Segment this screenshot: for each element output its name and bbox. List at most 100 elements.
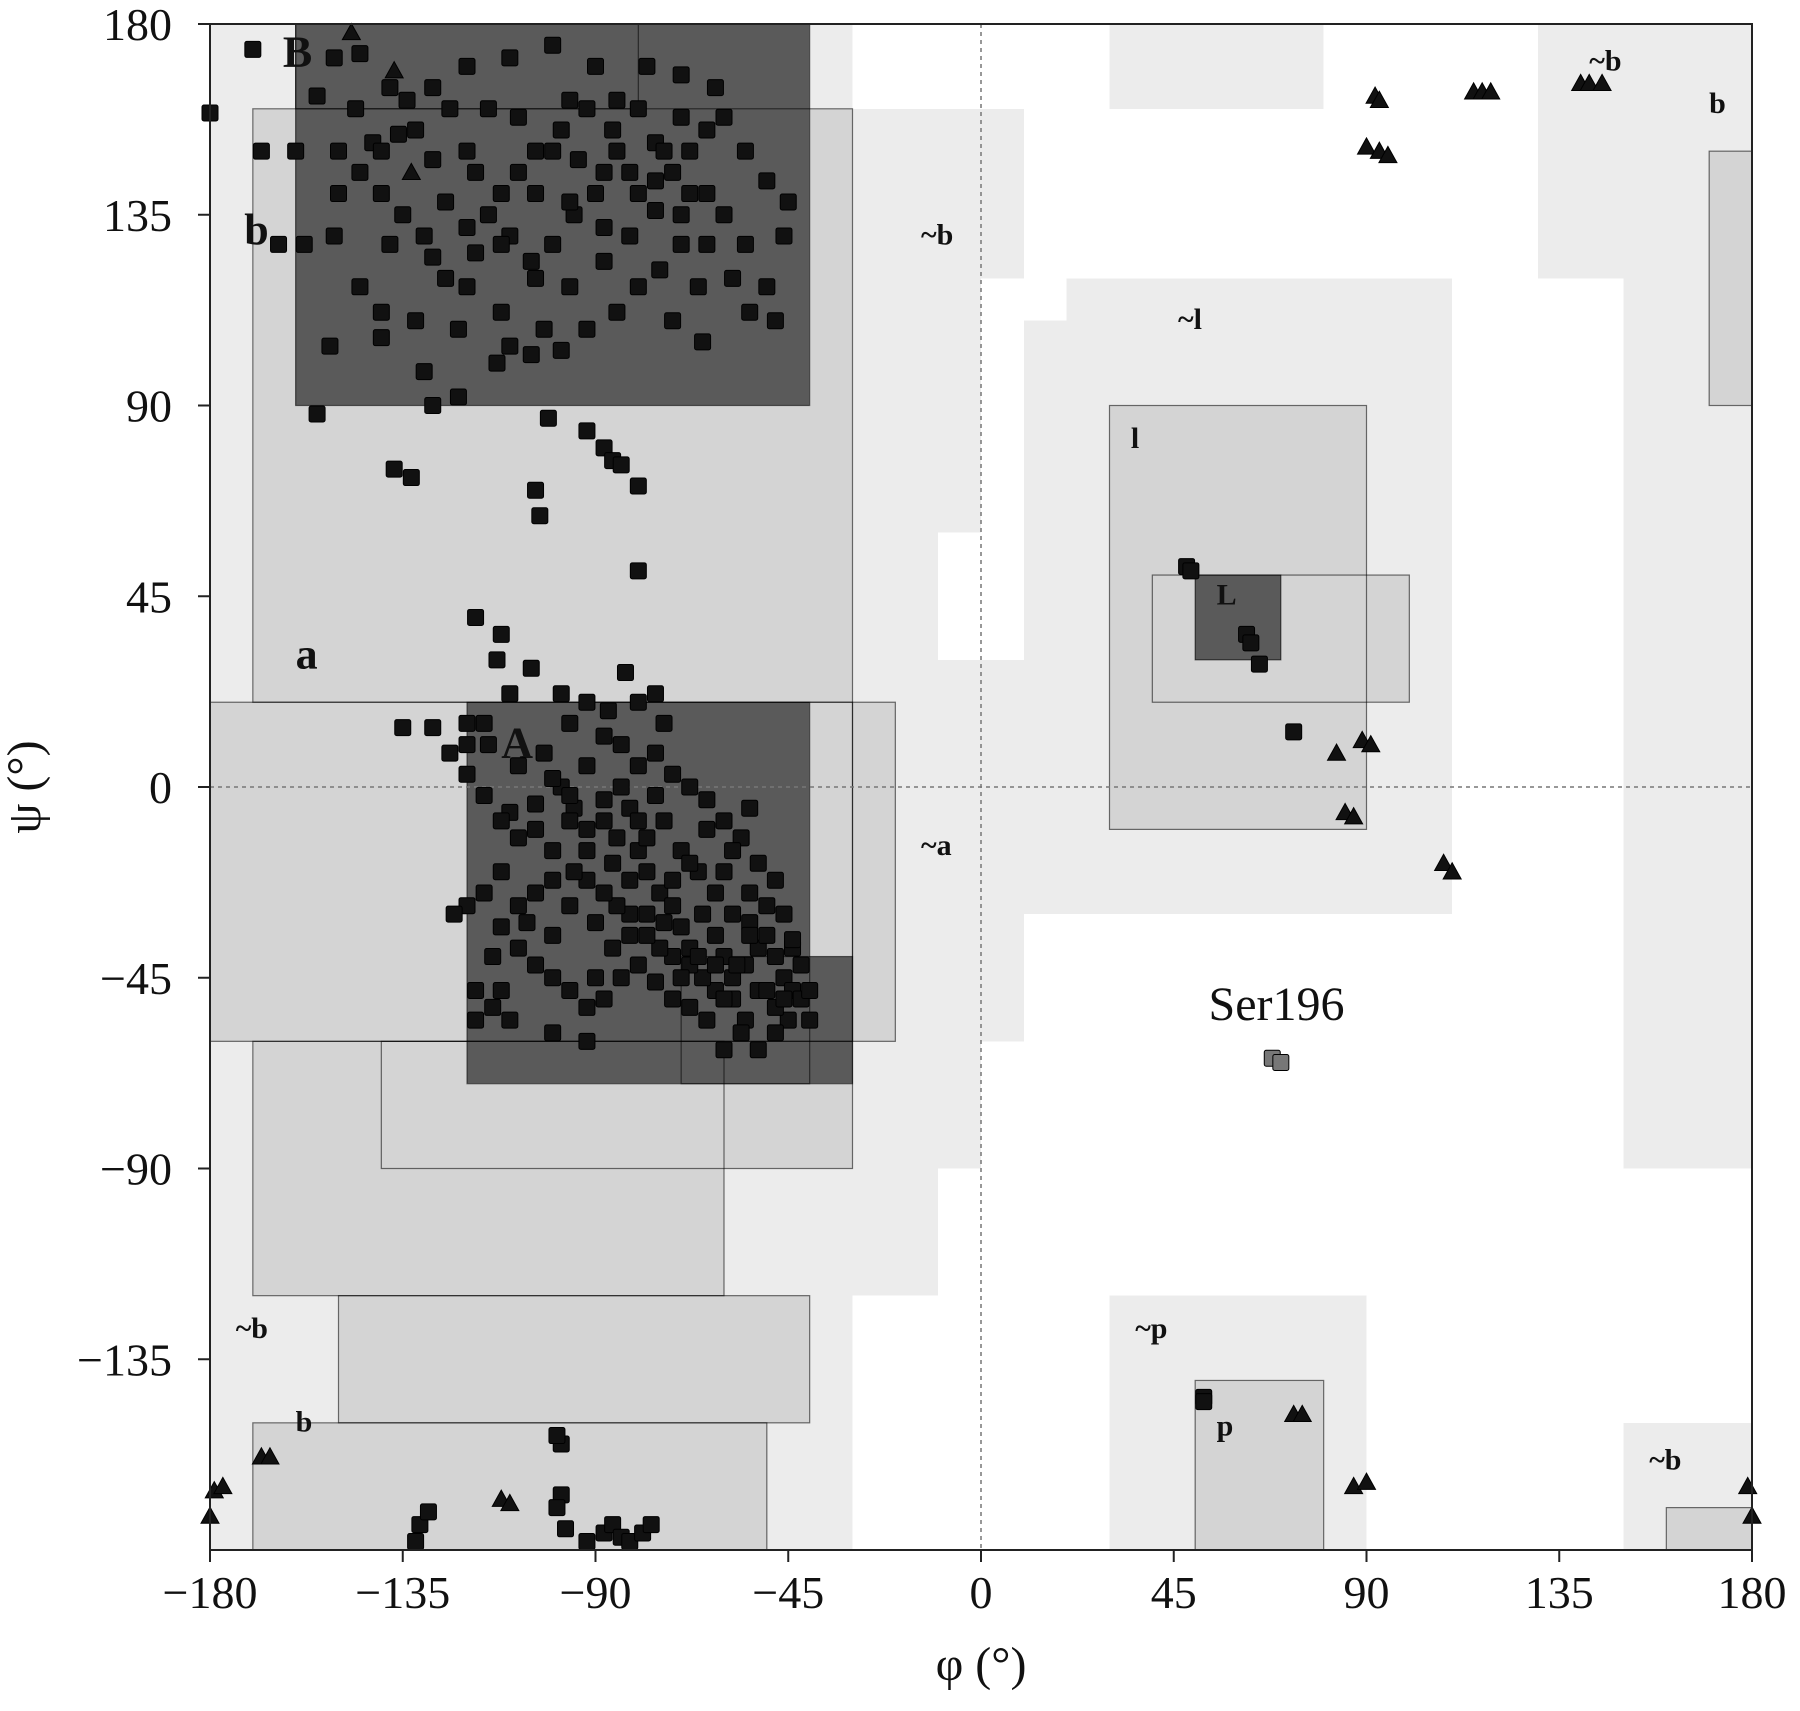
square-point — [646, 685, 664, 703]
y-tick-label: −45 — [100, 953, 172, 1004]
triangle-point — [499, 1493, 520, 1512]
square-point — [578, 320, 596, 338]
square-point — [698, 235, 716, 253]
region-outline — [1194, 574, 1282, 661]
square-point — [437, 269, 455, 287]
triangle-point — [1579, 73, 1600, 92]
square-point — [672, 108, 690, 126]
square-point — [629, 842, 647, 860]
region-cell — [252, 1422, 767, 1550]
triangle-point — [1326, 743, 1347, 761]
square-point — [698, 185, 716, 203]
square-point — [467, 163, 485, 181]
square-point — [561, 91, 579, 109]
region-outline — [851, 701, 896, 1042]
square-point — [389, 125, 407, 143]
region-label: B — [283, 27, 312, 76]
square-point — [407, 312, 425, 330]
region-label: ~p — [1135, 1312, 1167, 1345]
square-point — [539, 409, 557, 427]
square-point — [664, 871, 682, 889]
square-point — [458, 218, 476, 236]
region-cell — [1066, 278, 1453, 321]
triangle-point — [384, 60, 405, 79]
square-point — [672, 842, 690, 860]
region-cell — [1709, 151, 1752, 406]
y-tick-label: 135 — [103, 190, 172, 241]
y-axis-ticks: −135 −90 −45 0 45 90 135 180 — [77, 0, 210, 1385]
x-axis-title: φ (°) — [936, 1638, 1027, 1691]
square-point — [552, 121, 570, 139]
square-point — [569, 151, 587, 169]
square-point — [646, 786, 664, 804]
square-point — [458, 57, 476, 75]
square-point — [681, 854, 699, 872]
square-point — [509, 757, 527, 775]
square-point — [325, 49, 343, 67]
square-point — [509, 829, 527, 847]
square-point — [681, 185, 699, 203]
square-point — [351, 278, 369, 296]
region-cell — [852, 702, 896, 1042]
square-point — [244, 40, 262, 58]
triangle-point — [1442, 861, 1463, 880]
square-point — [441, 100, 459, 118]
square-point — [484, 948, 502, 966]
square-point — [715, 1041, 733, 1059]
square-point — [616, 664, 634, 682]
square-point — [492, 863, 510, 881]
square-point — [509, 897, 527, 915]
square-point — [784, 931, 802, 949]
region-cell — [852, 532, 939, 660]
square-point — [527, 820, 545, 838]
square-point — [522, 346, 540, 364]
y-tick-label: −90 — [100, 1144, 172, 1195]
x-tick-label: 90 — [1344, 1567, 1390, 1618]
square-point — [458, 736, 476, 754]
square-point — [548, 1499, 566, 1517]
region-allowed — [1195, 151, 1752, 1550]
square-point — [458, 278, 476, 296]
y-tick-label: 45 — [126, 571, 172, 622]
square-point — [424, 719, 442, 737]
square-point — [351, 45, 369, 63]
square-point — [381, 235, 399, 253]
square-point — [385, 460, 403, 478]
triangle-point — [401, 162, 422, 181]
square-point — [766, 1024, 784, 1042]
triangle-point — [1369, 90, 1390, 108]
square-point — [736, 235, 754, 253]
square-point — [672, 66, 690, 84]
square-point — [612, 456, 630, 474]
square-point — [587, 185, 604, 203]
square-point — [535, 320, 553, 338]
square-point — [681, 998, 699, 1016]
square-point — [655, 142, 673, 160]
square-point — [732, 829, 750, 847]
square-point — [308, 87, 326, 105]
square-point — [424, 248, 442, 266]
square-point — [655, 812, 673, 830]
region-cell — [1666, 1507, 1752, 1550]
square-point — [792, 956, 810, 974]
square-point — [715, 990, 733, 1008]
square-point — [424, 151, 442, 169]
square-point — [629, 278, 647, 296]
y-tick-label: −135 — [77, 1334, 172, 1385]
square-point — [646, 744, 664, 762]
square-point — [741, 303, 759, 321]
square-point — [372, 329, 390, 347]
square-point — [638, 829, 656, 847]
square-point — [419, 1503, 437, 1521]
square-point — [441, 744, 459, 762]
region-label: a — [296, 629, 318, 678]
square-point — [651, 261, 669, 279]
square-point — [595, 812, 613, 830]
square-point — [544, 36, 562, 54]
square-point — [629, 562, 647, 580]
series-0 — [201, 36, 1303, 1551]
square-point — [1285, 723, 1303, 741]
square-point — [475, 786, 493, 804]
square-point — [501, 49, 519, 67]
square-point — [715, 108, 733, 126]
